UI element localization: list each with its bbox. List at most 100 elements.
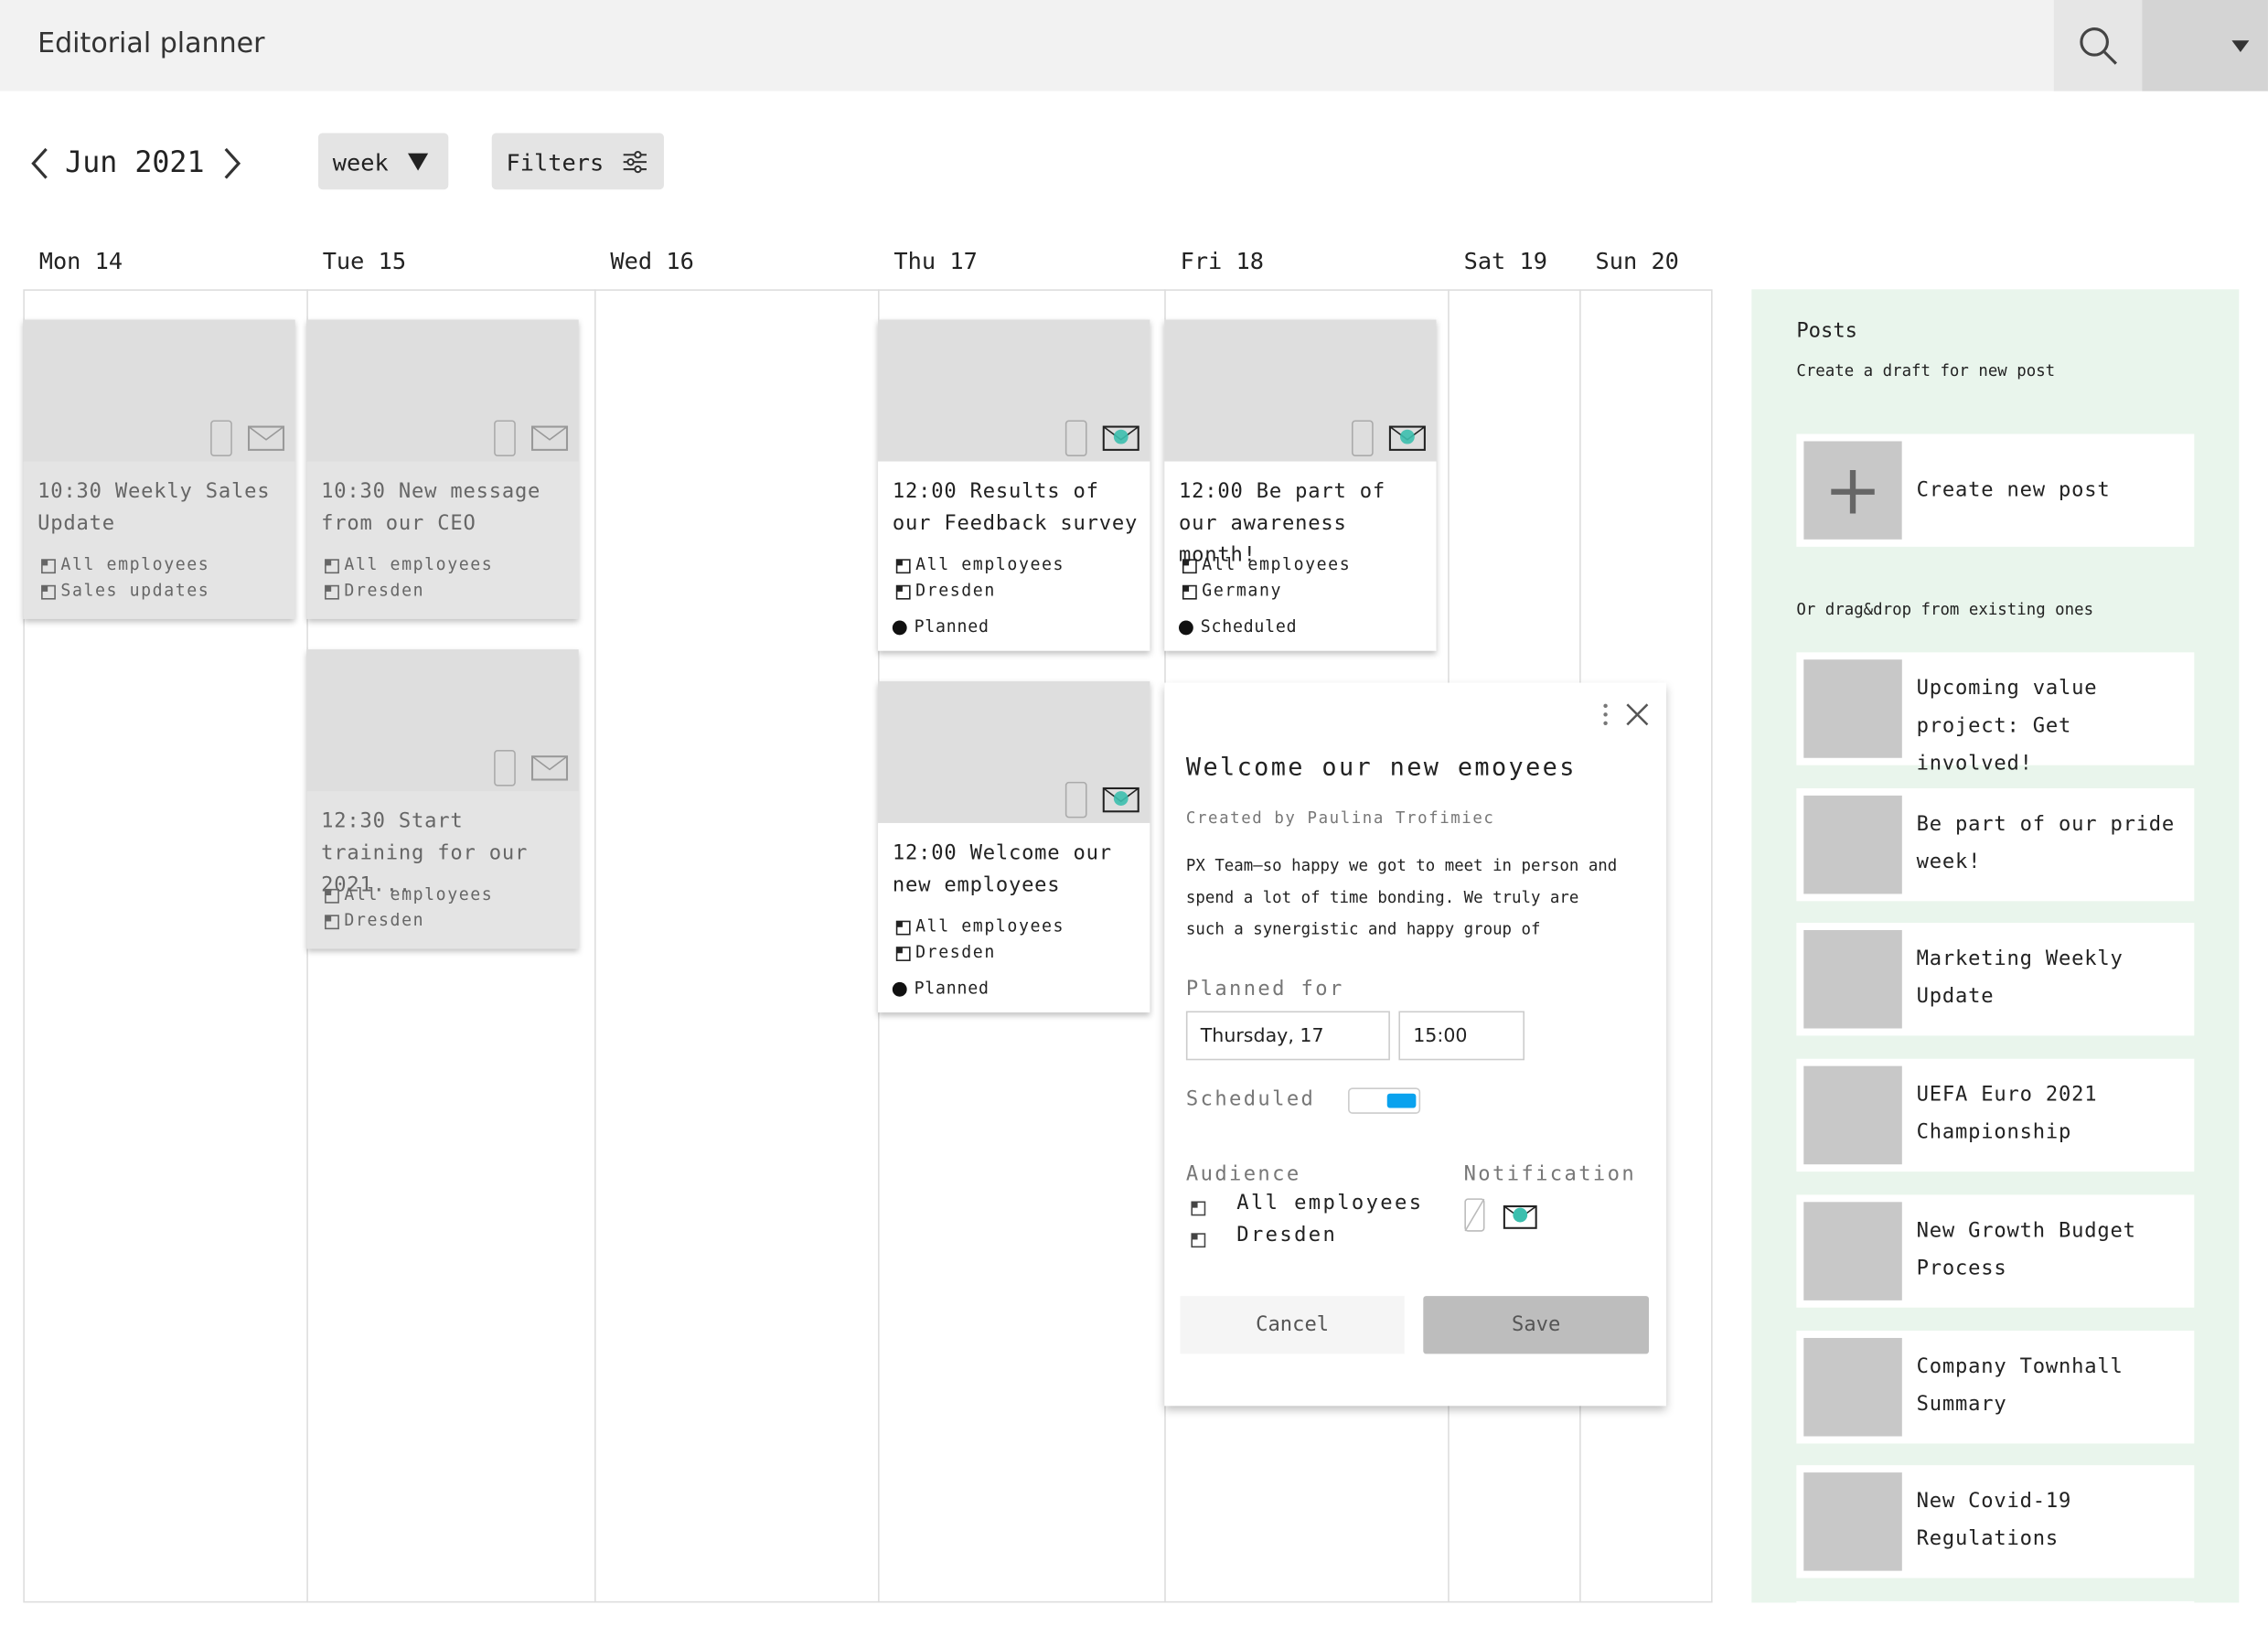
dialog-controls[interactable] bbox=[1596, 700, 1660, 729]
existing-post[interactable]: New Covid-19 Regulations bbox=[1796, 1465, 2195, 1578]
post-thumbnail bbox=[1803, 659, 1902, 758]
audience-icon bbox=[895, 947, 911, 961]
channel-icons bbox=[1064, 781, 1139, 819]
post-card[interactable]: 12:30 Start training for our 2021... All … bbox=[306, 649, 579, 949]
existing-post[interactable]: New Growth Budget Process bbox=[1796, 1194, 2195, 1308]
save-button[interactable]: Save bbox=[1423, 1296, 1650, 1354]
existing-post[interactable]: UEFA Euro 2021 Championship bbox=[1796, 1058, 2195, 1172]
dialog-audience: All employees bbox=[1236, 1192, 1424, 1215]
audience-icon bbox=[325, 559, 339, 574]
card-audience: Dresden bbox=[915, 941, 996, 962]
post-title: Be part of our pride week! bbox=[1916, 812, 2176, 873]
dialog-audience: Dresden bbox=[1236, 1224, 1338, 1247]
scheduled-label: Scheduled bbox=[1185, 1087, 1316, 1111]
existing-post[interactable]: Company Townhall Summary bbox=[1796, 1330, 2195, 1443]
card-title: 10:30 New message from our CEO bbox=[321, 480, 541, 536]
time-input[interactable]: 15:00 bbox=[1398, 1011, 1525, 1061]
card-audience: Germany bbox=[1202, 580, 1283, 601]
search-button[interactable] bbox=[2053, 0, 2143, 91]
card-audience: All employees bbox=[344, 553, 494, 574]
status-dot bbox=[892, 981, 907, 997]
audience-icon bbox=[1182, 559, 1197, 574]
card-image bbox=[306, 319, 579, 462]
card-audience: Dresden bbox=[344, 909, 425, 930]
post-title: New Growth Budget Process bbox=[1916, 1218, 2136, 1280]
posts-sidebar: Posts Create a draft for new post Create… bbox=[1751, 289, 2240, 1603]
post-thumbnail bbox=[1803, 1065, 1902, 1165]
day-label: Wed 16 bbox=[610, 247, 694, 275]
post-card[interactable]: 10:30 Weekly Sales Update All employees Sa… bbox=[23, 319, 295, 619]
existing-post[interactable]: Upcoming value project: Get involved! bbox=[1796, 652, 2195, 776]
channel-icons bbox=[1352, 420, 1426, 456]
card-audience: All employees bbox=[344, 883, 494, 904]
day-label: Sun 20 bbox=[1595, 247, 1679, 275]
filters-button[interactable]: Filters bbox=[491, 133, 664, 190]
card-audience: All employees bbox=[915, 915, 1065, 936]
prev-button[interactable] bbox=[26, 144, 55, 182]
cancel-button[interactable]: Cancel bbox=[1180, 1296, 1405, 1354]
create-post-label: Create new post bbox=[1916, 478, 2111, 502]
post-dialog: Welcome our new emoyees Created by Pauli… bbox=[1164, 682, 1667, 1407]
drag-hint: Or drag&drop from existing ones bbox=[1796, 600, 2094, 619]
post-card[interactable]: 12:00 Welcome our new employees All emplo… bbox=[878, 680, 1150, 1013]
existing-post[interactable]: Marketing Weekly Update bbox=[1796, 923, 2195, 1037]
card-status: Planned bbox=[914, 978, 990, 999]
card-audience: Dresden bbox=[915, 580, 996, 601]
day-label: Thu 17 bbox=[893, 247, 978, 275]
post-thumbnail bbox=[1803, 1337, 1902, 1436]
existing-post[interactable]: Be part of our pride week! bbox=[1796, 787, 2195, 901]
day-label: Mon 14 bbox=[38, 247, 123, 275]
status-dot bbox=[1179, 620, 1193, 636]
post-title: Marketing Weekly Update bbox=[1916, 947, 2124, 1009]
post-card[interactable]: 10:30 New message from our CEO All employ… bbox=[306, 319, 579, 619]
card-audience: All employees bbox=[915, 553, 1065, 574]
toggle-knob bbox=[1386, 1093, 1417, 1108]
post-title: Upcoming value project: Get involved! bbox=[1916, 677, 2098, 776]
notification-icons[interactable] bbox=[1460, 1196, 1550, 1236]
card-image bbox=[306, 649, 579, 792]
post-title: New Covid-19 Regulations bbox=[1916, 1490, 2072, 1551]
post-card[interactable]: 12:00 Results of our Feedback survey All … bbox=[878, 319, 1150, 651]
month-label: Jun 2021 bbox=[65, 144, 205, 180]
status-dot bbox=[892, 620, 907, 636]
card-audience: Dresden bbox=[344, 580, 425, 601]
post-card[interactable]: 12:00 Be part of our awareness month! All… bbox=[1164, 319, 1437, 651]
audience-icon bbox=[41, 584, 56, 600]
plus-icon bbox=[1803, 441, 1902, 540]
audience-icon bbox=[325, 915, 339, 930]
audience-icon bbox=[1191, 1201, 1206, 1216]
existing-post bbox=[1796, 1600, 2195, 1603]
view-select[interactable]: week bbox=[317, 133, 449, 190]
card-title: 10:30 Weekly Sales Update bbox=[37, 480, 271, 536]
user-menu[interactable] bbox=[2142, 0, 2268, 91]
dialog-title: Welcome our new emoyees bbox=[1185, 754, 1577, 783]
view-arrow bbox=[408, 153, 429, 171]
audience-icon bbox=[1191, 1233, 1206, 1248]
card-image bbox=[23, 319, 295, 462]
date-input[interactable]: Thursday, 17 bbox=[1185, 1011, 1390, 1061]
view-label: week bbox=[332, 148, 389, 177]
audience-icon bbox=[325, 584, 339, 600]
filters-icon bbox=[623, 151, 647, 174]
channel-icons bbox=[1064, 420, 1139, 456]
post-title: Company Townhall Summary bbox=[1916, 1354, 2124, 1416]
card-audience: Sales updates bbox=[60, 580, 210, 601]
post-thumbnail bbox=[1803, 795, 1902, 894]
day-label: Fri 18 bbox=[1180, 247, 1264, 275]
sidebar-subtitle: Create a draft for new post bbox=[1796, 361, 2056, 380]
card-title: 12:00 Results of our Feedback survey bbox=[892, 480, 1139, 536]
scheduled-toggle[interactable] bbox=[1348, 1087, 1421, 1114]
card-image bbox=[878, 319, 1150, 462]
column-divider bbox=[594, 289, 596, 1603]
create-post-button[interactable]: Create new post bbox=[1796, 433, 2195, 547]
card-audience: All employees bbox=[60, 553, 210, 574]
audience-icon bbox=[895, 559, 911, 574]
card-status: Planned bbox=[914, 615, 990, 637]
card-image bbox=[1164, 319, 1437, 462]
next-button[interactable] bbox=[217, 144, 246, 182]
audience-icon bbox=[895, 920, 911, 936]
card-title: 12:00 Welcome our new employees bbox=[892, 841, 1112, 897]
post-thumbnail bbox=[1803, 1472, 1902, 1571]
audience-label: Audience bbox=[1185, 1162, 1301, 1186]
